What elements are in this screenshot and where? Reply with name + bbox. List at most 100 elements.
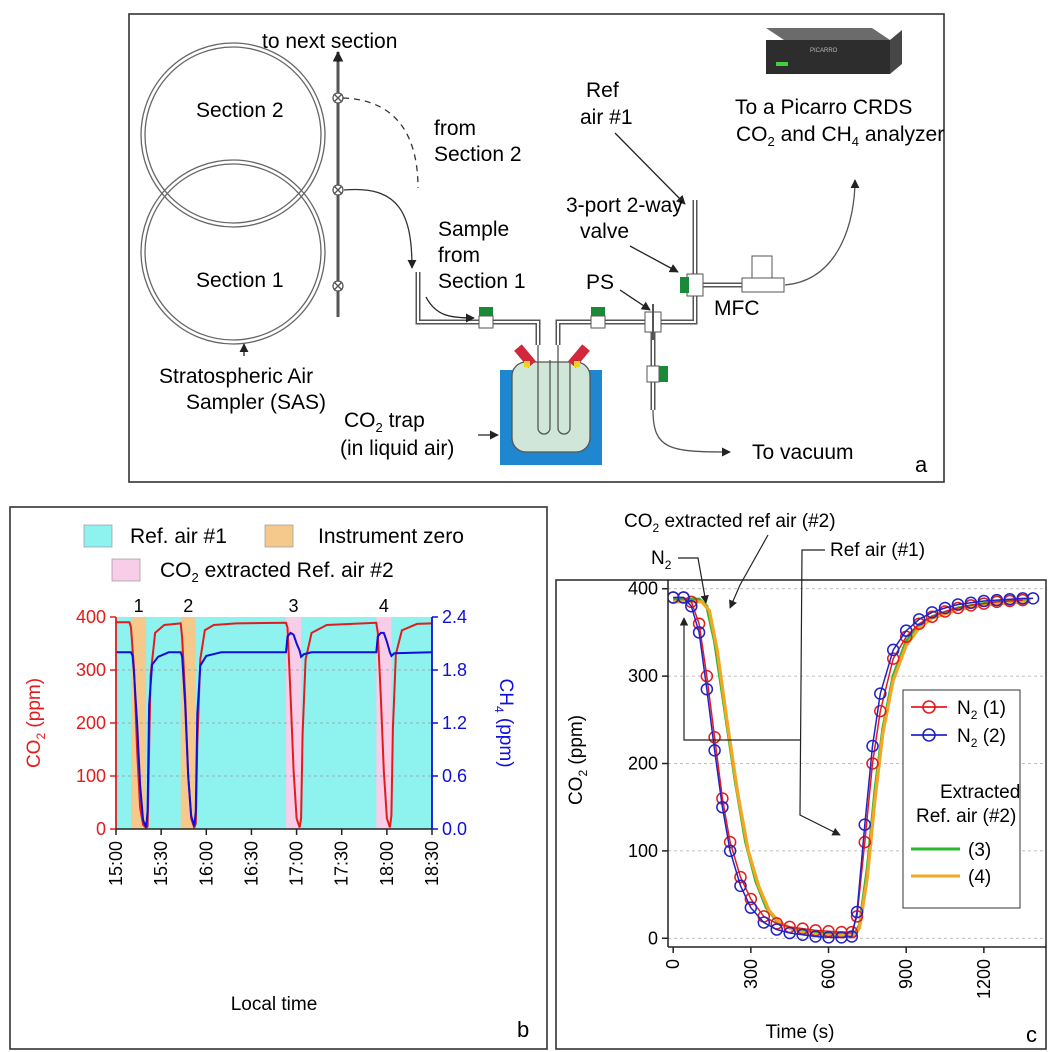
b-ytick-right-label: 0.6 bbox=[442, 766, 467, 786]
c-xtick-label: 1200 bbox=[974, 959, 994, 999]
c-point bbox=[938, 605, 952, 618]
b-ytick-right-label: 0.0 bbox=[442, 819, 467, 839]
panel-b-frame bbox=[9, 506, 548, 1050]
event-number-1: 1 bbox=[134, 596, 144, 616]
legend-label-extracted: CO2 extracted Ref. air #2 bbox=[160, 559, 394, 585]
c-point bbox=[809, 930, 822, 943]
sample-line-arrow bbox=[343, 188, 417, 269]
c-point bbox=[925, 606, 939, 619]
panel-b-plot: 0 100 200 300 400 0.0 0.6 1.2 1.8 2.4 15:00 15:30 16… bbox=[76, 596, 467, 886]
legend-label-instrument-zero: Instrument zero bbox=[318, 525, 464, 548]
valve-sample bbox=[478, 307, 494, 329]
b-ytick-right-label: 1.8 bbox=[442, 660, 467, 680]
c-point bbox=[874, 687, 887, 700]
label-picarro-2: CO2 and CH4 analyzer bbox=[736, 123, 944, 149]
c-point bbox=[912, 613, 926, 626]
c-point bbox=[744, 892, 758, 906]
label-section-1: Section 1 bbox=[196, 269, 284, 292]
c-point bbox=[708, 731, 721, 744]
legend-n2-1: N2 (1) bbox=[957, 698, 1006, 722]
c-point bbox=[734, 879, 747, 893]
b-xtick-label: 15:00 bbox=[106, 841, 126, 886]
b-ylabel-right: CH4 (ppm) bbox=[492, 678, 516, 767]
c-point bbox=[874, 704, 887, 718]
c-xtick-label: 300 bbox=[741, 959, 761, 989]
co2-trap bbox=[500, 344, 602, 465]
legend-swatch-extracted bbox=[111, 558, 141, 582]
c-ylabel: CO2 (ppm) bbox=[566, 715, 590, 805]
annot-ref-air: Ref air (#1) bbox=[830, 540, 925, 561]
legend-extracted-title-b: Ref. air (#2) bbox=[916, 806, 1016, 827]
label-to-vacuum: To vacuum bbox=[752, 441, 854, 464]
c-point bbox=[734, 870, 747, 884]
series-ch4 bbox=[116, 631, 432, 828]
c-point bbox=[783, 926, 796, 940]
c-point bbox=[858, 835, 872, 849]
panel-c-legend: N2 (1) N2 (2) Extracted Ref. air (#2) (3… bbox=[902, 689, 1021, 909]
legend-extracted-title-a: Extracted bbox=[940, 782, 1020, 803]
legend-s3: (3) bbox=[968, 840, 991, 861]
legend-n2-2: N2 (2) bbox=[957, 726, 1006, 750]
b-xtick-label: 16:00 bbox=[196, 841, 216, 886]
b-xlabel: Local time bbox=[231, 994, 318, 1015]
c-point bbox=[744, 901, 758, 914]
c-xtick-label: 600 bbox=[819, 959, 839, 989]
c-point bbox=[723, 844, 737, 858]
valve-trap-out bbox=[590, 307, 606, 329]
c-xlabel: Time (s) bbox=[766, 1022, 835, 1043]
label-co2-trap: CO2 trap bbox=[344, 409, 425, 435]
c-xtick-label: 0 bbox=[663, 959, 683, 969]
c-point bbox=[700, 669, 714, 683]
c-point bbox=[977, 594, 991, 608]
panel-a-frame bbox=[128, 13, 945, 483]
c-point bbox=[1026, 592, 1040, 605]
c-point bbox=[951, 598, 965, 611]
c-point bbox=[692, 626, 706, 639]
label-sas-b: Sampler (SAS) bbox=[186, 391, 326, 414]
c-ytick-label: 200 bbox=[628, 754, 658, 774]
valve-3port bbox=[680, 273, 704, 297]
b-ytick-left-label: 200 bbox=[76, 713, 106, 733]
event-number-3: 3 bbox=[289, 596, 299, 616]
c-ytick-label: 100 bbox=[628, 841, 658, 861]
legend-swatch-instrument-zero bbox=[264, 524, 294, 548]
b-xtick-label: 16:30 bbox=[241, 841, 261, 886]
b-xtick-label: 18:30 bbox=[422, 841, 442, 886]
b-ytick-right-label: 2.4 bbox=[442, 607, 467, 627]
pressure-sensor bbox=[644, 304, 662, 340]
c-point bbox=[866, 757, 879, 770]
mfc-device bbox=[741, 255, 785, 293]
b-ytick-left-label: 300 bbox=[76, 660, 106, 680]
sas-coil-section-1 bbox=[140, 159, 326, 345]
b-ytick-left-label: 400 bbox=[76, 607, 106, 627]
label-from-section2-b: Section 2 bbox=[434, 143, 522, 166]
b-ylabel-left: CO2 (ppm) bbox=[24, 678, 48, 768]
b-xtick-label: 17:30 bbox=[332, 841, 352, 886]
manifold-valves bbox=[332, 92, 344, 292]
c-ytick-label: 0 bbox=[648, 928, 658, 948]
label-valve-a: 3-port 2-way bbox=[566, 194, 683, 217]
panel-a-diagram: to next section Section 2 Section 1 from… bbox=[128, 13, 945, 483]
label-mfc: MFC bbox=[714, 297, 760, 320]
label-sas-a: Stratospheric Air bbox=[159, 365, 313, 388]
c-point bbox=[938, 601, 952, 615]
picarro-brand: PICARRO bbox=[810, 48, 838, 54]
c-point bbox=[845, 930, 859, 943]
annot-extracted-ref: CO2 extracted ref air (#2) bbox=[624, 511, 836, 535]
c-point bbox=[899, 624, 913, 637]
label-from-section2-a: from bbox=[434, 117, 476, 140]
label-ref-b: air #1 bbox=[580, 106, 633, 129]
c-point bbox=[886, 652, 900, 665]
c-point bbox=[770, 923, 783, 936]
picarro-analyzer: PICARRO bbox=[766, 28, 902, 74]
b-ytick-right-label: 1.2 bbox=[442, 713, 467, 733]
from-section2-dashed bbox=[342, 97, 419, 189]
c-point bbox=[925, 610, 939, 623]
c-point bbox=[677, 591, 690, 604]
b-xtick-label: 17:00 bbox=[287, 841, 307, 886]
label-trap-in-liquid-air: (in liquid air) bbox=[340, 437, 454, 460]
b-ytick-left-label: 0 bbox=[96, 819, 106, 839]
c-point bbox=[716, 800, 729, 814]
